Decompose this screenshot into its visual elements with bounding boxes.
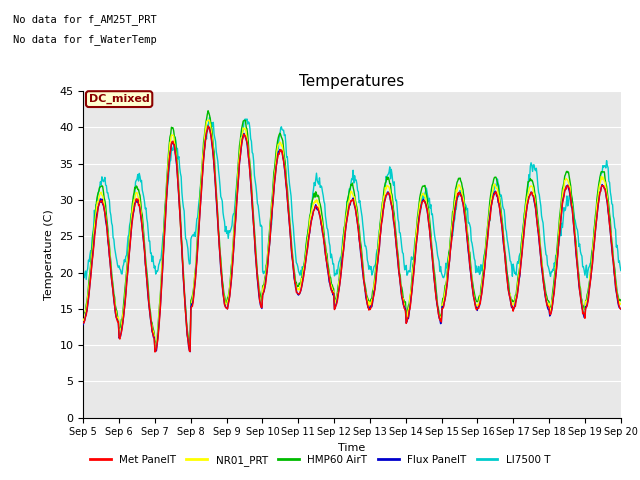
Title: Temperatures: Temperatures [300,73,404,89]
X-axis label: Time: Time [339,443,365,453]
Text: No data for f_AM25T_PRT: No data for f_AM25T_PRT [13,14,157,25]
Text: DC_mixed: DC_mixed [89,94,150,104]
Legend: Met PanelT, NR01_PRT, HMP60 AirT, Flux PanelT, LI7500 T: Met PanelT, NR01_PRT, HMP60 AirT, Flux P… [86,451,554,470]
Text: No data for f_WaterTemp: No data for f_WaterTemp [13,34,157,45]
Y-axis label: Temperature (C): Temperature (C) [44,209,54,300]
